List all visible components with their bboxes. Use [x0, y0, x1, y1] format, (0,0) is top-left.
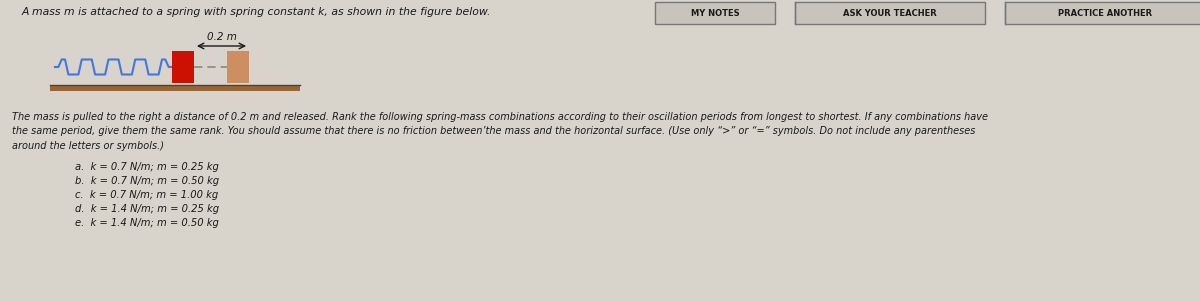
- FancyBboxPatch shape: [796, 2, 985, 24]
- Text: A mass m is attached to a spring with spring constant k, as shown in the figure : A mass m is attached to a spring with sp…: [22, 7, 492, 17]
- Text: around the letters or symbols.): around the letters or symbols.): [12, 141, 164, 151]
- Bar: [227, 51, 250, 83]
- Text: a.  k = 0.7 N/m; m = 0.25 kg: a. k = 0.7 N/m; m = 0.25 kg: [74, 162, 218, 172]
- Text: The mass is pulled to the right a distance of 0.2 m and released. Rank the follo: The mass is pulled to the right a distan…: [12, 112, 988, 122]
- Bar: [172, 51, 194, 83]
- Text: PRACTICE ANOTHER: PRACTICE ANOTHER: [1058, 8, 1152, 18]
- FancyBboxPatch shape: [1006, 2, 1200, 24]
- Text: e.  k = 1.4 N/m; m = 0.50 kg: e. k = 1.4 N/m; m = 0.50 kg: [74, 217, 218, 227]
- Text: d.  k = 1.4 N/m; m = 0.25 kg: d. k = 1.4 N/m; m = 0.25 kg: [74, 204, 220, 214]
- Text: b.  k = 0.7 N/m; m = 0.50 kg: b. k = 0.7 N/m; m = 0.50 kg: [74, 175, 220, 185]
- Text: MY NOTES: MY NOTES: [691, 8, 739, 18]
- Bar: [50, 85, 300, 91]
- Text: c.  k = 0.7 N/m; m = 1.00 kg: c. k = 0.7 N/m; m = 1.00 kg: [74, 189, 218, 200]
- Text: the same period, give them the same rank. You should assume that there is no fri: the same period, give them the same rank…: [12, 127, 976, 137]
- FancyBboxPatch shape: [655, 2, 775, 24]
- Text: 0.2 m: 0.2 m: [206, 32, 236, 42]
- Text: ASK YOUR TEACHER: ASK YOUR TEACHER: [844, 8, 937, 18]
